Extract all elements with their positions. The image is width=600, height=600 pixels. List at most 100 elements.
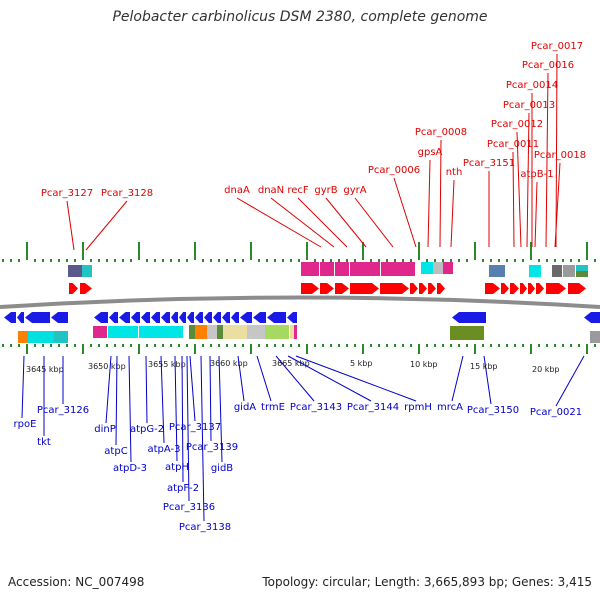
gene-label: Pcar_3150 [467, 405, 519, 416]
scale-label: 3650 kbp [88, 362, 126, 371]
forward-gene-arrow [335, 283, 349, 294]
scale-label: 20 kbp [532, 365, 560, 374]
label-leader-line [275, 355, 315, 402]
label-leader-line [270, 197, 335, 248]
forward-gene-arrow [320, 283, 334, 294]
gene-label: Pcar_3151 [463, 158, 515, 169]
gene-label: recF [287, 185, 309, 196]
map-title: Pelobacter carbinolicus DSM 2380, comple… [112, 9, 488, 25]
forward-gene-arrow [528, 283, 535, 294]
label-leader-line [451, 355, 464, 402]
scale-label: 15 kbp [470, 362, 498, 371]
label-leader-line [555, 53, 558, 248]
reverse-gene-arrow [213, 312, 221, 323]
reverse-gene-arrow [4, 312, 16, 323]
label-leader-line [555, 355, 585, 407]
scale-label: 5 kbp [350, 359, 372, 368]
scale-label: 3665 kbp [272, 359, 310, 368]
reverse-gene-arrow [17, 312, 24, 323]
label-leader-line [287, 355, 372, 402]
gene-label: rpmH [404, 402, 432, 413]
scale-label: 10 kbp [410, 360, 438, 369]
label-leader-line [85, 200, 128, 251]
reverse-gene-arrow [253, 312, 266, 323]
gene-label: atpH [165, 462, 189, 473]
label-leader-line [174, 355, 178, 462]
gene-label: atpC [104, 446, 127, 457]
label-leader-line [105, 355, 112, 424]
reverse-gene-arrow [187, 312, 194, 323]
forward-gene-arrow [437, 283, 445, 294]
gene-label: atpA-3 [148, 444, 181, 455]
reverse-gene-arrow [141, 312, 150, 323]
reverse-gene-arrow [179, 312, 186, 323]
forward-gene-arrow [501, 283, 509, 294]
label-leader-line [297, 197, 348, 248]
label-leader-line [256, 355, 272, 402]
reverse-gene-arrow [222, 312, 230, 323]
gene-label: Pcar_3128 [101, 188, 153, 199]
reverse-gene-arrow [94, 312, 108, 323]
gene-label: mrcA [437, 402, 463, 413]
gene-label: tkt [37, 437, 51, 448]
gene-label: atpG-2 [130, 424, 164, 435]
label-leader-line [512, 151, 515, 248]
forward-gene-arrow [69, 283, 78, 294]
gene-label: Pcar_0011 [487, 139, 539, 150]
gene-label: dinP [94, 424, 116, 435]
reverse-gene-arrow [131, 312, 140, 323]
forward-gene-arrow [350, 283, 379, 294]
gene-label: Pcar_0016 [522, 60, 574, 71]
forward-gene-arrow [546, 283, 566, 294]
reverse-gene-arrow [267, 312, 286, 323]
gene-label: Pcar_0018 [534, 150, 586, 161]
gene-label: Pcar_0012 [491, 119, 543, 130]
gene-label: Pcar_3127 [41, 188, 93, 199]
forward-gene-arrow [80, 283, 92, 294]
gene-label: dnaA [224, 185, 250, 196]
label-leader-line [545, 72, 549, 248]
forward-gene-arrow [536, 283, 544, 294]
reverse-gene-arrow [204, 312, 212, 323]
gene-label: Pcar_0017 [531, 41, 583, 52]
label-leader-line [439, 139, 442, 248]
label-leader-line [325, 197, 367, 248]
label-leader-line [534, 181, 538, 248]
gene-label: atpF-2 [167, 483, 199, 494]
scale-label: 3655 kbp [148, 360, 186, 369]
label-leader-line [145, 355, 148, 424]
forward-gene-arrow [419, 283, 427, 294]
gene-label: gidA [234, 402, 256, 413]
reverse-gene-arrow [195, 312, 203, 323]
gene-label: Pcar_3137 [169, 422, 221, 433]
reverse-gene-arrow [119, 312, 130, 323]
gene-label: gyrB [314, 185, 337, 196]
gene-label: Pcar_3139 [186, 442, 238, 453]
gene-label: Pcar_3138 [179, 522, 231, 533]
gene-label: Pcar_0008 [415, 127, 467, 138]
label-leader-line [218, 355, 223, 463]
reverse-gene-arrows [4, 312, 600, 323]
reverse-gene-arrow [151, 312, 160, 323]
gene-label: nth [446, 167, 463, 178]
gene-label: Pcar_0014 [506, 80, 558, 91]
label-leader-line [393, 177, 417, 248]
gene-label: rpoE [14, 419, 37, 430]
forward-gene-arrow [380, 283, 409, 294]
gene-label: Pcar_3143 [290, 402, 342, 413]
gene-label: Pcar_0021 [530, 407, 582, 418]
scale-axis: 3645 kbp 3650 kbp 3655 kbp 3660 kbp 3665 kbp… [26, 359, 560, 374]
accession-label: Accession: NC_007498 [8, 575, 145, 589]
forward-gene-arrows [69, 283, 586, 294]
label-leader-line [189, 355, 196, 422]
reverse-gene-arrow [287, 312, 297, 323]
label-leader-line [66, 200, 75, 251]
genome-summary: Topology: circular; Length: 3,665,893 bp… [262, 575, 592, 589]
reverse-gene-arrow [171, 312, 178, 323]
label-leader-line [186, 355, 190, 502]
forward-gene-arrow [485, 283, 500, 294]
label-leader-line [115, 355, 118, 446]
genome-backbone [0, 295, 600, 309]
forward-gene-arrow [520, 283, 527, 294]
